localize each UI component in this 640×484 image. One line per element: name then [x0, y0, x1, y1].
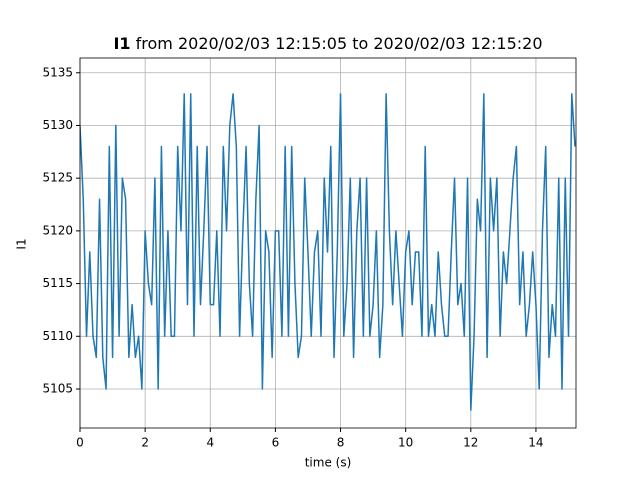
x-tick-label: 12 — [463, 436, 478, 450]
x-tick-label: 0 — [76, 436, 84, 450]
title-variable: I1 — [113, 34, 130, 53]
y-tick-label: 5110 — [42, 329, 73, 343]
x-tick-label: 14 — [528, 436, 543, 450]
y-tick-label: 5125 — [42, 171, 73, 185]
data-line — [80, 93, 576, 411]
y-tick-label: 5105 — [42, 381, 73, 395]
chart-title: I1 from 2020/02/03 12:15:05 to 2020/02/0… — [113, 34, 542, 53]
y-axis-label: I1 — [15, 238, 29, 249]
x-axis-label: time (s) — [305, 456, 352, 470]
y-tick-label: 5120 — [42, 223, 73, 237]
y-tick-label: 5130 — [42, 118, 73, 132]
x-tick-label: 6 — [272, 436, 280, 450]
plot-frame — [79, 57, 577, 429]
y-tick-label: 5115 — [42, 276, 73, 290]
x-tick-label: 10 — [398, 436, 413, 450]
x-tick-label: 2 — [141, 436, 149, 450]
title-text: from 2020/02/03 12:15:05 to 2020/02/03 1… — [136, 34, 543, 53]
y-tick-label: 5135 — [42, 65, 73, 79]
x-tick-label: 4 — [206, 436, 214, 450]
x-tick-label: 8 — [337, 436, 345, 450]
